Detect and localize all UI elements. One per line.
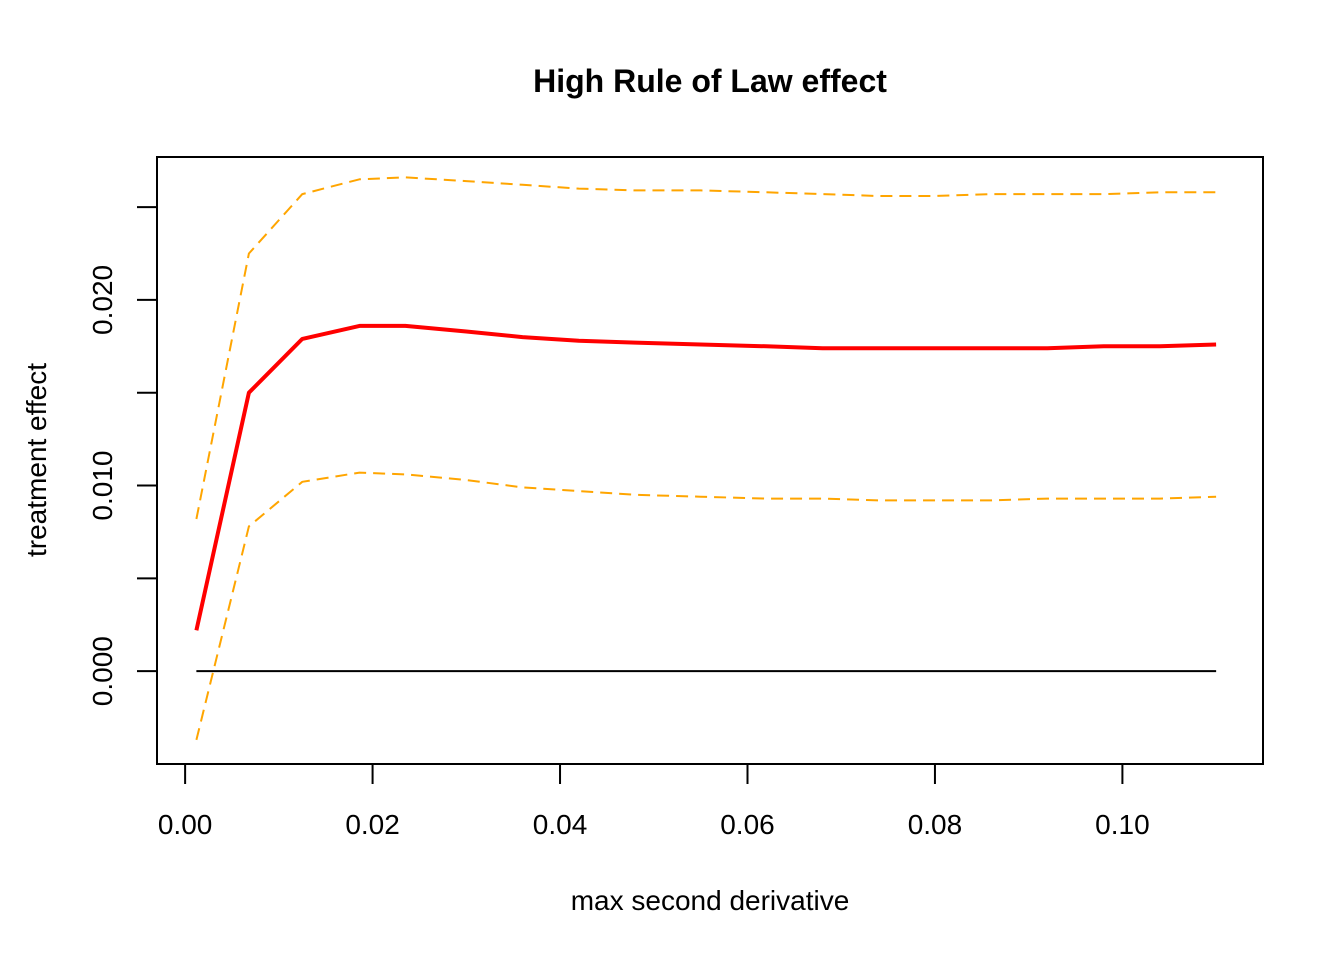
y-axis: 0.000 0.010 0.020 — [87, 206, 158, 706]
y-tick-label: 0.010 — [87, 451, 118, 521]
series-line-estimate — [194, 323, 1217, 631]
series-line-upper-bound — [195, 176, 1217, 520]
x-axis-label: max second derivative — [571, 885, 850, 916]
y-tick-label: 0.020 — [87, 265, 118, 335]
x-tick-label: 0.02 — [345, 809, 400, 840]
plot-frame — [156, 156, 1264, 765]
series-layer — [194, 176, 1217, 741]
x-axis: 0.00 0.02 0.04 0.06 0.08 0.10 — [158, 763, 1150, 840]
series-line-lower-bound — [195, 471, 1217, 741]
y-axis-label: treatment effect — [21, 363, 52, 557]
x-tick-label: 0.04 — [533, 809, 588, 840]
chart-title: High Rule of Law effect — [533, 63, 887, 99]
x-tick-label: 0.06 — [720, 809, 775, 840]
x-tick-label: 0.00 — [158, 809, 213, 840]
y-tick-label: 0.000 — [87, 636, 118, 706]
x-tick-label: 0.08 — [908, 809, 963, 840]
x-tick-label: 0.10 — [1095, 809, 1150, 840]
